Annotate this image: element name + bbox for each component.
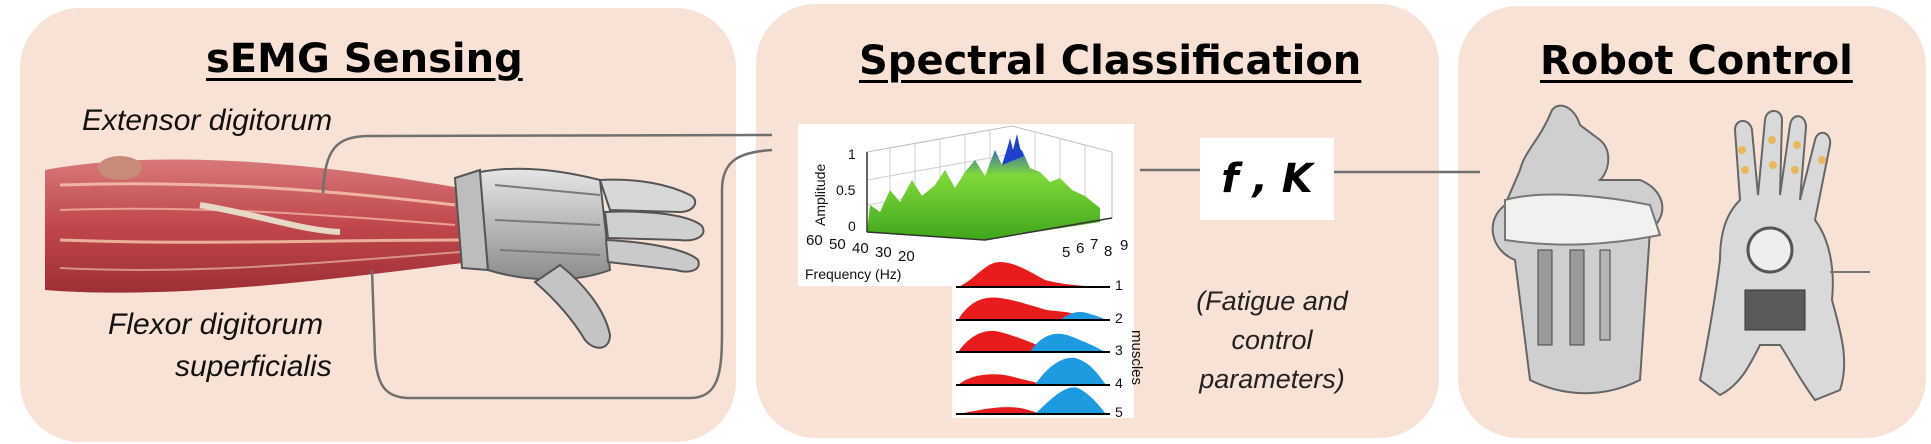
plot-y-tick: 9 xyxy=(1120,237,1129,254)
caption-line-2: control xyxy=(1231,325,1313,355)
spectrum-row-5 xyxy=(956,387,1110,415)
muscle-row-label: 1 xyxy=(1115,277,1123,293)
spectrum-row-4 xyxy=(956,357,1110,386)
glove-illustration xyxy=(453,167,705,349)
robot-hand-left xyxy=(1491,104,1664,395)
plot-z-tick: 0 xyxy=(848,218,856,234)
plot-y-tick: 5 xyxy=(1062,244,1071,261)
label-superficialis: superficialis xyxy=(175,350,332,383)
plot-x-tick: 60 xyxy=(806,232,823,249)
plot-y-tick: 8 xyxy=(1104,243,1113,260)
robot-hand-right xyxy=(1698,110,1870,402)
caption-line-3: parameters) xyxy=(1199,364,1345,394)
plot-x-axis-label: Frequency (Hz) xyxy=(805,266,902,282)
plot-x-tick: 20 xyxy=(898,248,915,265)
muscle-row-label: 5 xyxy=(1115,404,1123,420)
connector-lines xyxy=(321,133,1480,400)
forearm-muscle-illustration xyxy=(45,156,470,293)
muscle-row-label: 4 xyxy=(1115,375,1123,391)
plot-z-tick: 0.5 xyxy=(836,182,856,198)
muscle-row-label: 2 xyxy=(1115,310,1123,326)
spectrum-row-1 xyxy=(956,262,1110,288)
caption-line-1: (Fatigue and xyxy=(1196,286,1348,316)
fatigue-control-params-box: f , K xyxy=(1200,138,1334,220)
panel-title-robot-control: Robot Control xyxy=(1540,38,1853,84)
plot-z-tick: 1 xyxy=(848,146,856,162)
plot-y-tick: 6 xyxy=(1076,240,1085,257)
label-flexor-digitorum: Flexor digitorum xyxy=(108,308,324,341)
label-extensor-digitorum: Extensor digitorum xyxy=(82,104,333,137)
plot-y-tick: 7 xyxy=(1090,236,1099,253)
spectrum-row-2 xyxy=(956,297,1110,321)
plot-x-tick: 40 xyxy=(852,240,869,257)
params-caption: (Fatigue and control parameters) xyxy=(1172,282,1372,399)
muscle-row-label: 3 xyxy=(1115,342,1123,358)
plot-x-tick: 30 xyxy=(875,244,892,261)
muscles-axis-label: muscles xyxy=(1128,330,1145,386)
plot-z-axis-label: Amplitude xyxy=(812,163,828,226)
panel-title-spectral-classification: Spectral Classification xyxy=(859,38,1362,84)
spectrum-row-3 xyxy=(956,330,1110,353)
muscle-spectra-plot xyxy=(952,256,1134,418)
plot-x-tick: 50 xyxy=(829,236,846,253)
panel-title-semg-sensing: sEMG Sensing xyxy=(206,36,523,82)
